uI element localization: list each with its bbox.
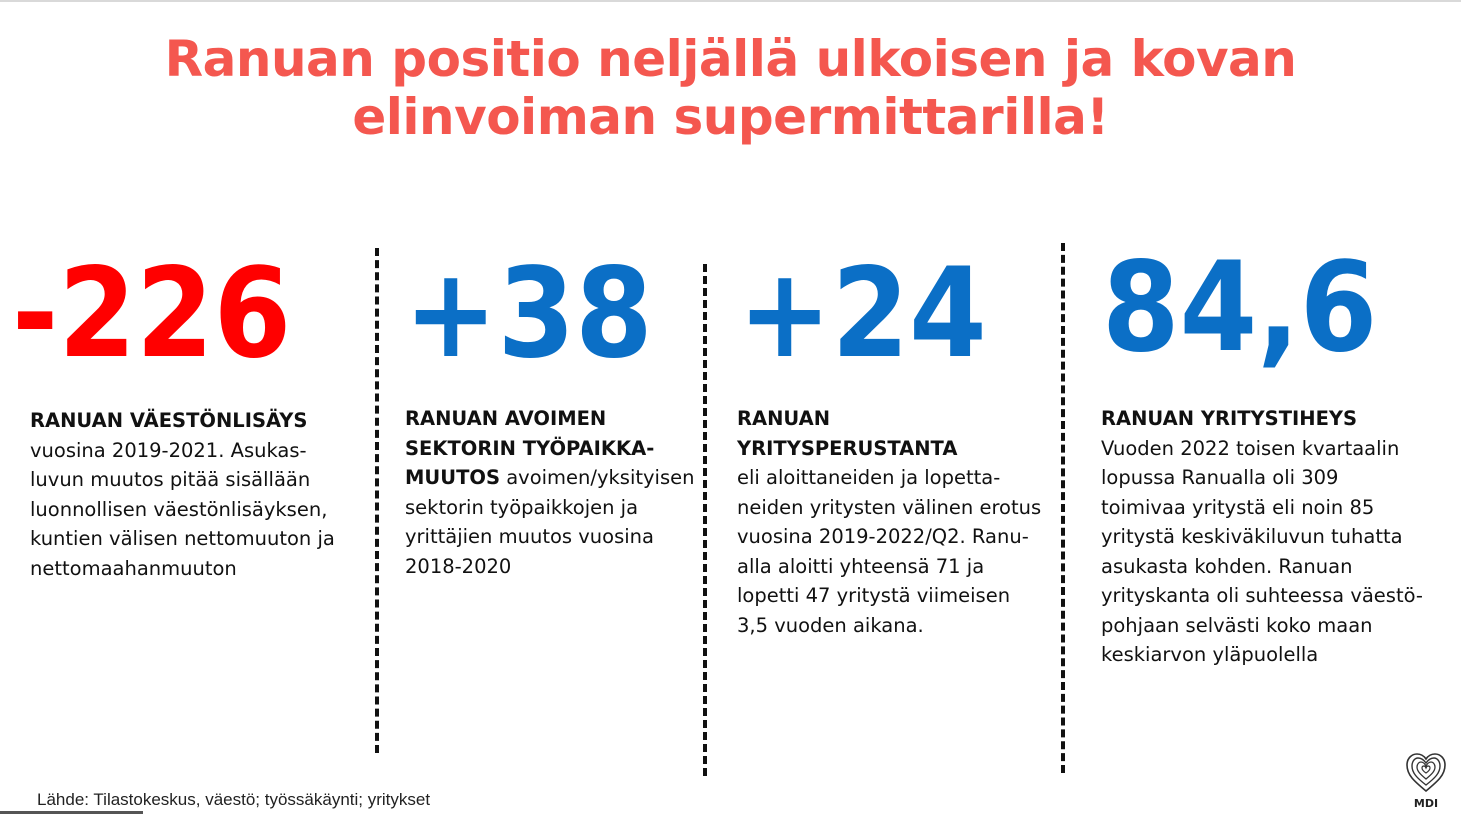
desc-line: alla aloitti yhteensä 71 ja	[737, 554, 985, 578]
metric-description-population-change: RANUAN VÄESTÖNLISÄYS vuosina 2019-2021. …	[30, 406, 360, 583]
source-note: Lähde: Tilastokeskus, väestö; työssäkäyn…	[37, 790, 431, 809]
desc-line: vuosina 2019-2021. Asukas-	[30, 438, 307, 462]
metric-value-population-change: -226	[12, 242, 292, 386]
fingerprint-heart-icon	[1406, 753, 1446, 793]
desc-line: toimivaa yritystä eli noin 85	[1101, 495, 1375, 519]
metric-value-business-founding: +24	[738, 242, 987, 386]
desc-line: pohjaan selvästi koko maan	[1101, 613, 1373, 637]
desc-line: sektorin työpaikkojen ja	[405, 495, 639, 519]
desc-line: neiden yritysten välinen erotus	[737, 495, 1042, 519]
metric-description-business-founding: RANUAN YRITYSPERUSTANTA eli aloittaneide…	[737, 404, 1057, 640]
page-title: Ranuan positio neljällä ulkoisen ja kova…	[0, 30, 1461, 146]
column-divider	[1061, 243, 1065, 773]
top-rule	[0, 0, 1461, 2]
metric-heading: RANUAN YRITYSPERUSTANTA	[737, 407, 958, 460]
desc-line: MUUTOS avoimen/yksityisen	[405, 463, 700, 493]
metric-value-job-change: +38	[404, 242, 653, 386]
metric-heading: RANUAN YRITYSTIHEYS	[1101, 407, 1358, 430]
column-divider	[703, 264, 707, 776]
bottom-accent-line	[0, 811, 143, 814]
desc-line: keskiarvon yläpuolella	[1101, 643, 1319, 666]
desc-line: yrityskanta oli suhteessa väestö-	[1101, 584, 1423, 607]
metric-heading: RANUAN VÄESTÖNLISÄYS	[30, 409, 308, 432]
desc-line: lopetti 47 yritystä viimeisen	[737, 584, 1011, 607]
desc-line: yritystä keskiväkiluvun tuhatta	[1101, 525, 1403, 548]
metric-heading: SEKTORIN TYÖPAIKKA-	[405, 436, 655, 460]
metric-description-job-change: RANUAN AVOIMEN SEKTORIN TYÖPAIKKA- MUUTO…	[405, 404, 700, 581]
metric-heading: RANUAN AVOIMEN	[405, 407, 607, 430]
desc-line: 3,5 vuoden aikana.	[737, 613, 924, 637]
desc-line: Vuoden 2022 toisen kvartaalin	[1101, 436, 1400, 460]
desc-line: kuntien välisen nettomuuton ja	[30, 527, 335, 550]
desc-line: vuosina 2019-2022/Q2. Ranu-	[737, 525, 1029, 548]
desc-line: yrittäjien muutos vuosina	[405, 525, 654, 548]
desc-line: asukasta kohden. Ranuan	[1101, 554, 1353, 578]
desc-line: lopussa Ranualla oli 309	[1101, 466, 1339, 489]
desc-line: nettomaahanmuuton	[30, 556, 237, 580]
metric-value-business-density: 84,6	[1102, 236, 1378, 380]
title-line-2: elinvoiman supermittarilla!	[352, 88, 1109, 146]
title-line-1: Ranuan positio neljällä ulkoisen ja kova…	[164, 30, 1297, 88]
desc-line: eli aloittaneiden ja lopetta-	[737, 466, 1001, 489]
metric-heading-tail: MUUTOS	[405, 466, 500, 489]
column-divider	[375, 248, 379, 753]
desc-line: 2018-2020	[405, 554, 512, 578]
logo-text: MDI	[1413, 797, 1439, 810]
desc-text: avoimen/yksityisen	[500, 466, 695, 489]
desc-line: luonnollisen väestönlisäyksen,	[30, 497, 328, 521]
metric-description-business-density: RANUAN YRITYSTIHEYS Vuoden 2022 toisen k…	[1101, 404, 1441, 670]
desc-line: luvun muutos pitää sisällään	[30, 468, 311, 491]
